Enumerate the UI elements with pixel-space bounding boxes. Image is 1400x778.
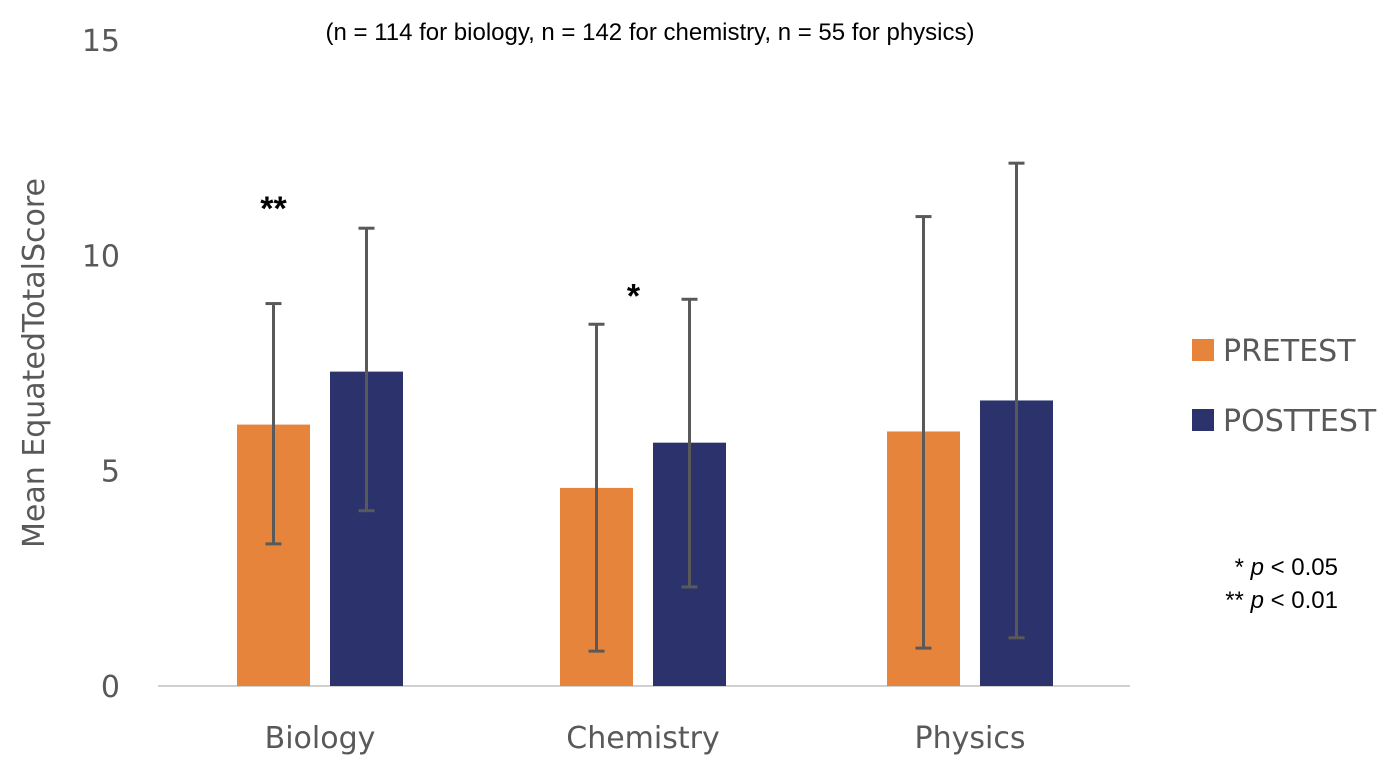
significance-legend-item: ** p < 0.01: [1225, 587, 1338, 614]
x-tick-label: Chemistry: [566, 721, 719, 756]
chart-subtitle: (n = 114 for biology, n = 142 for chemis…: [326, 19, 975, 46]
y-tick-label: 10: [82, 239, 120, 274]
significance-legend-item: * p < 0.05: [1235, 554, 1338, 581]
legend-swatch: [1192, 409, 1214, 431]
significance-marker: *: [627, 277, 641, 315]
y-axis-label: Mean EquatedTotalScore: [17, 178, 52, 548]
legend-label: POSTTEST: [1223, 404, 1377, 439]
error-bar: [1008, 161, 1025, 640]
legend-item: PRETEST: [1192, 334, 1356, 369]
error-bar: [681, 297, 698, 589]
significance-marker: **: [260, 190, 287, 228]
legend-label: PRETEST: [1223, 334, 1356, 369]
error-bar: [358, 226, 375, 513]
y-tick-label: 15: [82, 24, 120, 59]
x-tick-label: Biology: [265, 721, 376, 756]
error-bar: [588, 322, 605, 653]
x-tick-label: Physics: [915, 721, 1026, 756]
y-tick-label: 5: [101, 455, 120, 490]
legend-item: POSTTEST: [1192, 404, 1377, 439]
y-tick-label: 0: [101, 670, 120, 705]
legend-swatch: [1192, 339, 1214, 361]
error-bar: [915, 215, 932, 650]
error-bar: [265, 302, 282, 546]
